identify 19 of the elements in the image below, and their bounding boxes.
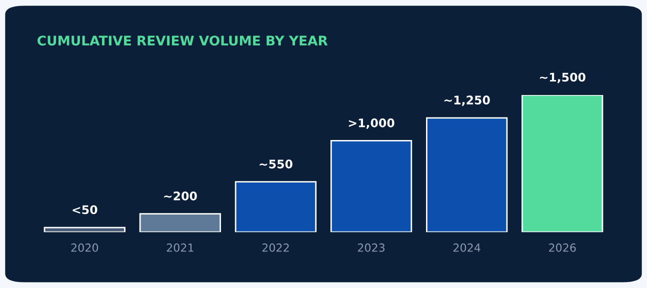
- x-tick-label: 2024: [453, 243, 480, 252]
- chart-title: CUMULATIVE REVIEW VOLUME BY YEAR: [38, 36, 328, 46]
- x-tick-label: 2022: [262, 243, 289, 252]
- data-label: ~200: [164, 192, 197, 200]
- data-label: <50: [72, 205, 98, 214]
- x-tick-label: 2026: [549, 243, 576, 252]
- bar: [234, 181, 317, 232]
- data-label: ~550: [260, 160, 292, 168]
- x-tick-label: 2020: [71, 243, 98, 252]
- bar: [426, 117, 508, 232]
- bar: [44, 226, 126, 232]
- bar: [522, 95, 604, 232]
- x-tick-label: 2021: [166, 243, 194, 252]
- bar: [139, 213, 222, 232]
- data-label: ~1,250: [444, 96, 490, 106]
- x-tick-label: 2023: [358, 243, 385, 252]
- data-label: ~1,500: [540, 72, 586, 84]
- bar: [330, 140, 412, 232]
- data-label: >1,000: [348, 118, 394, 129]
